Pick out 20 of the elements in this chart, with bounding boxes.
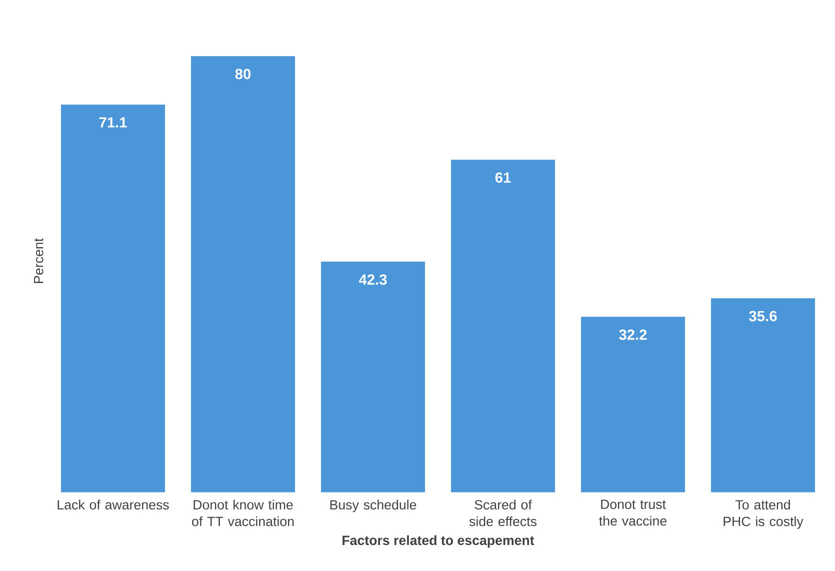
x-tick-label: Scared of side effects	[469, 500, 536, 526]
bar	[191, 56, 296, 492]
x-tick-label: Busy schedule	[330, 500, 416, 512]
bar	[711, 298, 816, 492]
y-axis-title: Percent	[34, 238, 44, 284]
x-tick-label: To attend PHC is costly	[724, 500, 804, 529]
data-label: 35.6	[749, 310, 777, 322]
bar	[451, 160, 555, 492]
bar	[321, 262, 426, 492]
data-label: 32.2	[619, 329, 647, 340]
x-tick-label: Donot trust the vaccine	[599, 500, 666, 526]
data-label: 42.3	[358, 274, 387, 285]
data-label: 80	[235, 68, 251, 80]
data-label: 71.1	[99, 117, 127, 128]
x-axis-title: Factors related to escapement	[342, 535, 534, 548]
bar	[581, 316, 685, 492]
data-label: 61	[495, 172, 511, 183]
x-tick-label: Lack of awareness	[58, 500, 169, 510]
bar	[61, 104, 165, 492]
x-tick-label: Donot know time of TT vaccination	[192, 500, 294, 526]
